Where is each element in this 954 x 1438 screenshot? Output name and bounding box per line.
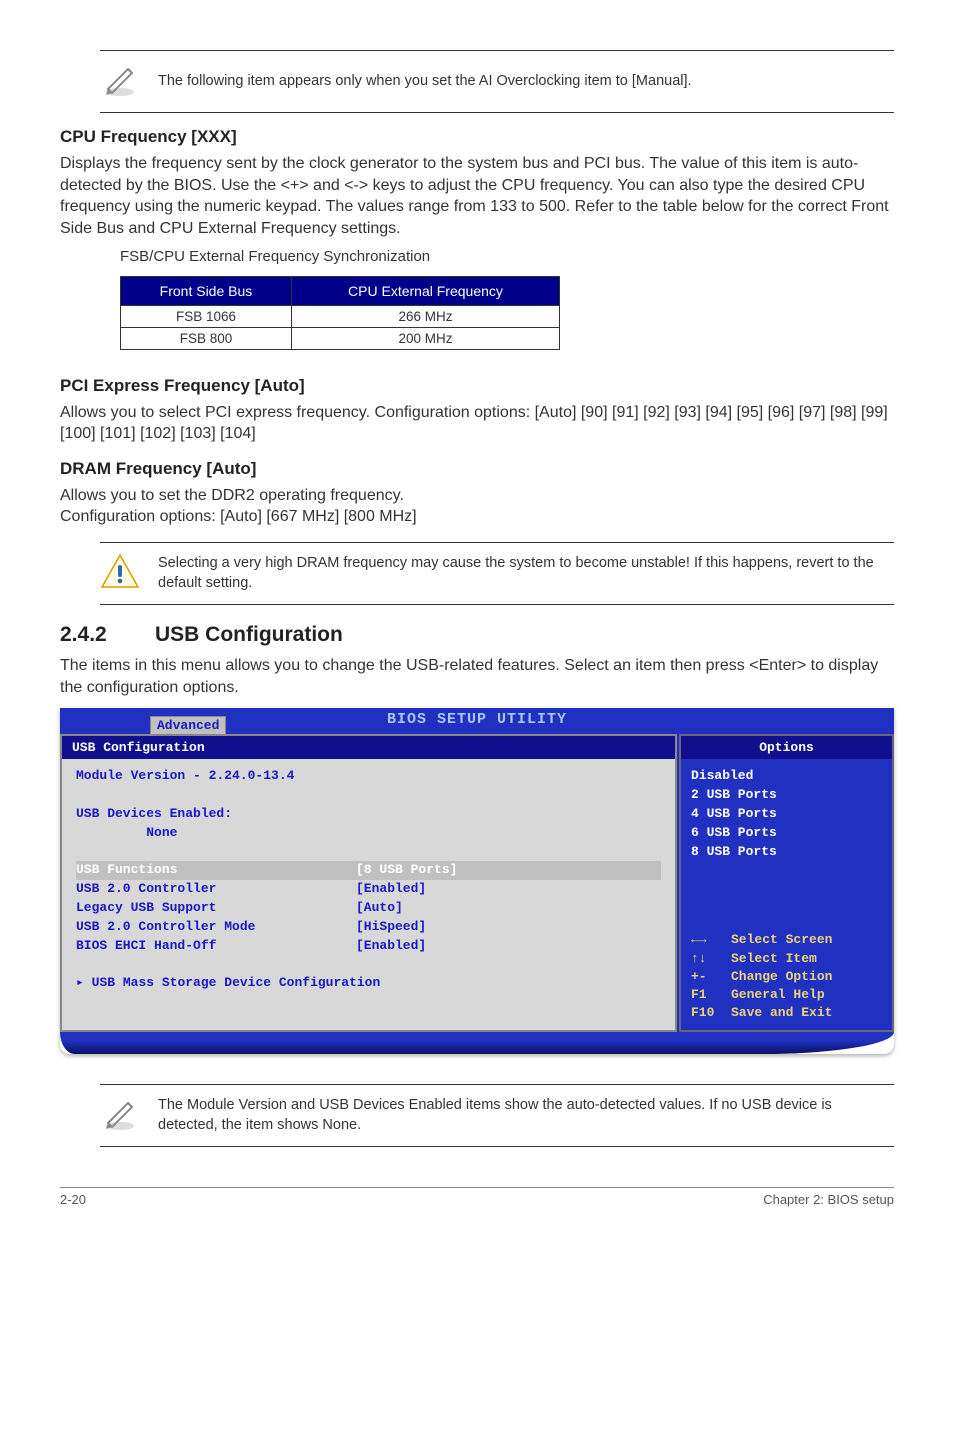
section-body: The items in this menu allows you to cha… xyxy=(60,655,894,698)
table-row: FSB 1066 266 MHz xyxy=(121,305,560,327)
fsb-table-block: FSB/CPU External Frequency Synchronizati… xyxy=(120,247,894,349)
fsb-table: Front Side Bus CPU External Frequency FS… xyxy=(120,276,560,350)
page-number: 2-20 xyxy=(60,1192,86,1207)
warning-text: Selecting a very high DRAM frequency may… xyxy=(158,554,894,593)
section-number: 2.4.2 xyxy=(60,623,155,647)
th-ext: CPU External Frequency xyxy=(291,276,559,305)
bios-right-panel: Options Disabled 2 USB Ports 4 USB Ports… xyxy=(679,734,894,1032)
table-row: FSB 800 200 MHz xyxy=(121,327,560,349)
bios-item-usb-functions[interactable]: USB Functions[8 USB Ports] xyxy=(76,861,661,880)
page-footer: 2-20 Chapter 2: BIOS setup xyxy=(60,1187,894,1207)
section-heading: 2.4.2USB Configuration xyxy=(60,623,894,647)
bios-bottom-curve xyxy=(60,1032,894,1054)
warning-icon xyxy=(100,551,140,596)
bios-right-header: Options xyxy=(681,736,892,759)
th-fsb: Front Side Bus xyxy=(121,276,292,305)
note-text: The Module Version and USB Devices Enabl… xyxy=(158,1096,894,1135)
bios-title: BIOS SETUP UTILITY xyxy=(387,711,567,728)
bios-titlebar: Advanced BIOS SETUP UTILITY xyxy=(60,708,894,734)
bios-devices-none: None xyxy=(76,824,661,843)
bios-option: 2 USB Ports xyxy=(691,786,882,805)
bios-left-header: USB Configuration xyxy=(62,736,675,759)
bios-option: 6 USB Ports xyxy=(691,824,882,843)
bios-left-panel: USB Configuration Module Version - 2.24.… xyxy=(60,734,677,1032)
note-module-version: The Module Version and USB Devices Enabl… xyxy=(100,1084,894,1147)
bios-option: 8 USB Ports xyxy=(691,843,882,862)
chapter-label: Chapter 2: BIOS setup xyxy=(763,1192,894,1207)
section-title: USB Configuration xyxy=(155,623,343,646)
note-text: The following item appears only when you… xyxy=(158,72,692,92)
heading-pci-express: PCI Express Frequency [Auto] xyxy=(60,376,894,396)
heading-dram: DRAM Frequency [Auto] xyxy=(60,459,894,479)
bios-item-mass-storage[interactable]: ▸ USB Mass Storage Device Configuration xyxy=(76,974,661,993)
pencil-icon xyxy=(100,59,140,104)
bios-option: 4 USB Ports xyxy=(691,805,882,824)
bios-option: Disabled xyxy=(691,767,882,786)
note-manual: The following item appears only when you… xyxy=(100,50,894,113)
warning-dram: Selecting a very high DRAM frequency may… xyxy=(100,542,894,605)
bios-item-usb20-mode[interactable]: USB 2.0 Controller Mode[HiSpeed] xyxy=(76,918,661,937)
heading-cpu-frequency: CPU Frequency [XXX] xyxy=(60,127,894,147)
bios-legend: ←→Select Screen ↑↓Select Item +-Change O… xyxy=(691,931,882,1022)
bios-screenshot: Advanced BIOS SETUP UTILITY USB Configur… xyxy=(60,708,894,1054)
dram-body1: Allows you to set the DDR2 operating fre… xyxy=(60,485,894,507)
cpu-frequency-body: Displays the frequency sent by the clock… xyxy=(60,153,894,239)
dram-body2: Configuration options: [Auto] [667 MHz] … xyxy=(60,506,894,528)
bios-item-ehci-handoff[interactable]: BIOS EHCI Hand-Off[Enabled] xyxy=(76,937,661,956)
bios-item-legacy-usb[interactable]: Legacy USB Support[Auto] xyxy=(76,899,661,918)
bios-item-usb20-controller[interactable]: USB 2.0 Controller[Enabled] xyxy=(76,880,661,899)
pencil-icon xyxy=(100,1093,140,1138)
bios-devices-enabled: USB Devices Enabled: xyxy=(76,805,661,824)
fsb-caption: FSB/CPU External Frequency Synchronizati… xyxy=(120,247,894,267)
bios-module-version: Module Version - 2.24.0-13.4 xyxy=(76,767,661,786)
pci-express-body: Allows you to select PCI express frequen… xyxy=(60,402,894,445)
bios-tab-advanced[interactable]: Advanced xyxy=(150,716,226,734)
